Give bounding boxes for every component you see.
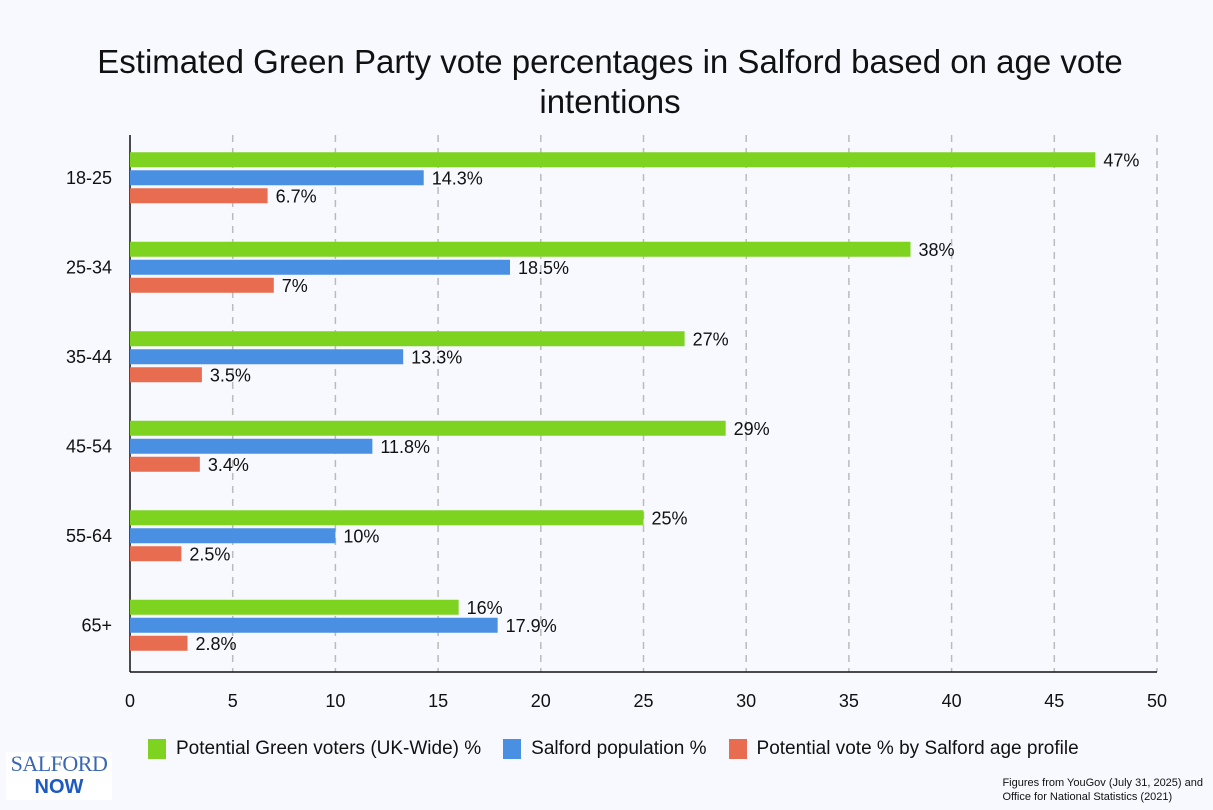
legend-item: Potential vote % by Salford age profile <box>728 738 1079 760</box>
bar <box>130 349 404 365</box>
data-label: 14.3% <box>432 168 483 188</box>
y-tick-label: 35-44 <box>66 347 112 367</box>
data-label: 16% <box>467 598 503 618</box>
bar <box>130 170 424 186</box>
logo-line1: SALFORD <box>10 751 108 776</box>
legend-label: Salford population % <box>531 738 707 759</box>
logo-line2: NOW <box>34 776 84 798</box>
source-line: Figures from YouGov (July 31, 2025) and <box>1002 777 1203 789</box>
x-tick-label: 5 <box>228 691 238 711</box>
data-label: 38% <box>919 240 955 260</box>
x-tick-label: 35 <box>839 691 859 711</box>
bar <box>130 152 1096 168</box>
x-tick-label: 45 <box>1044 691 1064 711</box>
bar <box>130 331 685 347</box>
bar <box>130 510 644 526</box>
data-label: 2.8% <box>196 634 237 654</box>
bar <box>130 241 911 257</box>
data-label: 11.8% <box>380 437 430 457</box>
x-tick-label: 20 <box>531 691 551 711</box>
x-tick-label: 40 <box>942 691 962 711</box>
legend-item: Salford population % <box>503 738 707 760</box>
data-label: 27% <box>693 329 729 349</box>
chart-title: Estimated Green Party vote percentages i… <box>97 43 1123 120</box>
bar <box>130 635 188 651</box>
legend-label: Potential vote % by Salford age profile <box>756 738 1079 759</box>
data-label: 3.4% <box>208 455 249 475</box>
bar <box>130 367 202 383</box>
bar <box>130 188 268 204</box>
y-tick-label: 18-25 <box>66 168 112 188</box>
x-tick-label: 10 <box>325 691 345 711</box>
data-label: 13.3% <box>411 347 462 367</box>
legend: Potential Green voters (UK-Wide) % Salfor… <box>148 738 1079 760</box>
y-tick-label: 65+ <box>81 615 112 635</box>
legend-swatch <box>148 739 166 759</box>
data-label: 7% <box>282 276 308 296</box>
y-tick-label: 25-34 <box>66 257 112 277</box>
bar <box>130 617 498 633</box>
data-label: 17.9% <box>506 616 557 636</box>
salford-now-logo: SALFORD NOW <box>6 752 112 800</box>
x-tick-label: 50 <box>1147 691 1167 711</box>
bar <box>130 420 726 436</box>
bar <box>130 438 373 454</box>
data-label: 2.5% <box>189 544 230 564</box>
data-label: 25% <box>652 508 688 528</box>
data-label: 47% <box>1103 150 1139 170</box>
bar <box>130 546 182 562</box>
data-label: 18.5% <box>518 258 569 278</box>
data-label: 29% <box>734 419 770 439</box>
bar <box>130 599 459 615</box>
bar <box>130 456 200 472</box>
legend-swatch <box>728 739 747 759</box>
y-tick-label: 55-64 <box>66 526 112 546</box>
x-tick-label: 30 <box>736 691 756 711</box>
legend-label: Potential Green voters (UK-Wide) % <box>176 738 482 759</box>
data-label: 10% <box>343 526 379 546</box>
data-label: 6.7% <box>276 186 317 206</box>
x-tick-label: 15 <box>428 691 448 711</box>
source-line: Office for National Statistics (2021) <box>1002 791 1173 803</box>
x-tick-label: 25 <box>633 691 653 711</box>
bar <box>130 277 274 293</box>
y-tick-label: 45-54 <box>66 436 112 456</box>
bar <box>130 259 510 275</box>
legend-item: Potential Green voters (UK-Wide) % <box>148 738 481 760</box>
source-note: Figures from YouGov (July 31, 2025) and … <box>1002 776 1203 804</box>
legend-swatch <box>503 739 522 759</box>
x-tick-label: 0 <box>125 691 135 711</box>
data-label: 3.5% <box>210 365 251 385</box>
bar <box>130 528 336 544</box>
